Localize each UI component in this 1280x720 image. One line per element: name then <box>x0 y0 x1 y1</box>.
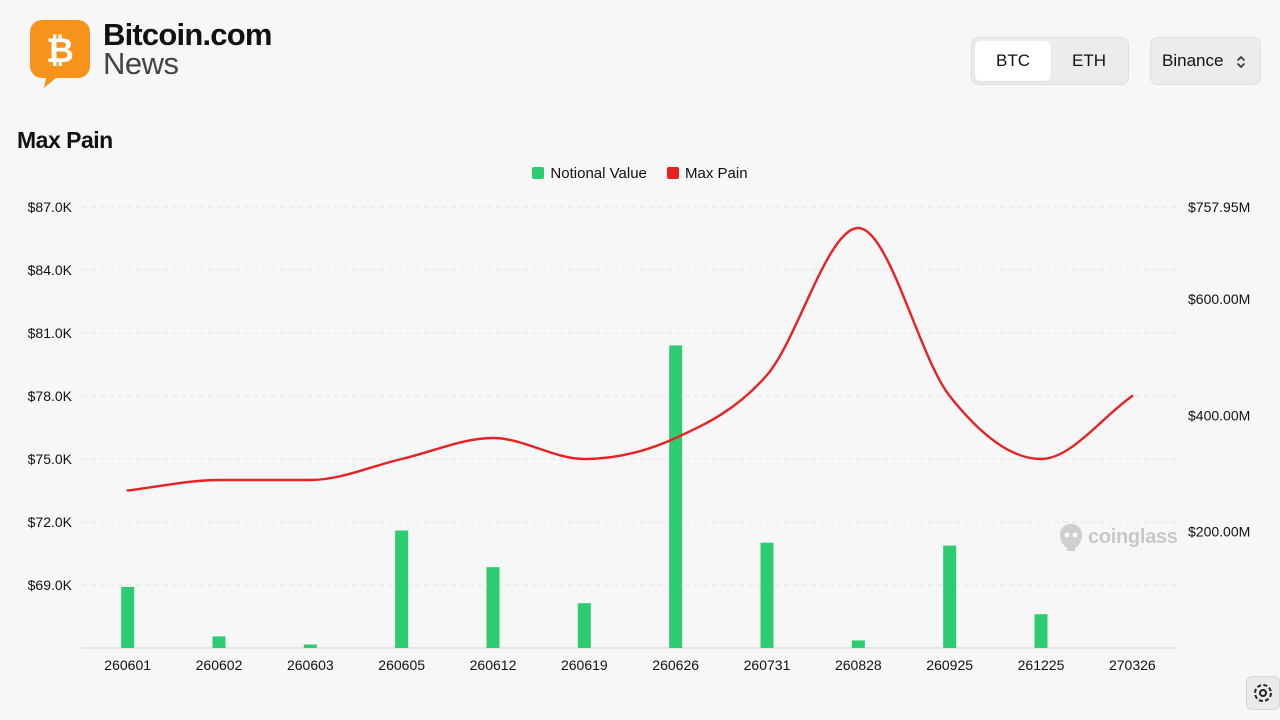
x-axis-tick-label: 260603 <box>287 657 334 673</box>
logo-symbol: ₿ <box>46 31 74 71</box>
notional-value-bar <box>395 530 409 648</box>
gear-icon <box>1254 684 1272 702</box>
x-axis-tick-label: 260612 <box>470 657 517 673</box>
x-axis-tick-label: 260602 <box>196 657 243 673</box>
chevron-up-down-icon <box>1237 56 1245 68</box>
right-axis-tick-label: $200.00M <box>1188 524 1250 540</box>
x-axis-tick-label: 260619 <box>561 657 608 673</box>
left-axis-tick-label: $81.0K <box>28 325 73 341</box>
asset-toggle: BTC ETH <box>971 37 1129 85</box>
settings-button[interactable] <box>1246 676 1280 710</box>
legend-swatch-notional-value <box>532 167 545 179</box>
right-axis-tick-label: $600.00M <box>1188 291 1250 307</box>
chart-legend: Notional Value Max Pain <box>0 165 1280 185</box>
legend-item-notional-value[interactable]: Notional Value <box>532 165 647 182</box>
legend-item-max-pain[interactable]: Max Pain <box>667 165 748 182</box>
coinglass-logo-icon <box>1060 524 1082 551</box>
logo-text-bitcoin-com: Bitcoin.com <box>103 17 272 52</box>
chart-grid <box>82 206 1178 649</box>
x-axis-tick-label: 260828 <box>835 657 882 673</box>
exchange-select[interactable]: Binance <box>1150 37 1261 85</box>
notional-value-bar <box>1034 614 1048 648</box>
notional-value-bar <box>577 603 591 648</box>
logo-text-news: News <box>103 46 179 81</box>
tab-btc[interactable]: BTC <box>975 41 1051 81</box>
left-axis-tick-label: $87.0K <box>28 199 73 215</box>
max-pain-line <box>126 226 1134 492</box>
left-axis: $87.0K $84.0K $81.0K $78.0K $75.0K $72.0K $69.… <box>28 199 73 593</box>
x-axis: 260601 260602 260603 260605 260612 260619 2606… <box>104 657 1156 673</box>
exchange-select-value: Binance <box>1162 51 1224 70</box>
notional-value-bar <box>943 545 957 648</box>
notional-value-bar <box>851 640 865 648</box>
tab-eth[interactable]: ETH <box>1072 51 1106 70</box>
x-axis-tick-label: 270326 <box>1109 657 1156 673</box>
notional-value-bar <box>760 542 774 648</box>
right-axis-tick-label: $757.95M <box>1188 199 1250 215</box>
notional-value-bar <box>303 644 317 648</box>
notional-value-bars <box>121 345 1048 648</box>
x-axis-tick-label: 260925 <box>926 657 973 673</box>
left-axis-tick-label: $84.0K <box>28 262 73 278</box>
legend-label-notional-value: Notional Value <box>550 165 647 182</box>
notional-value-bar <box>486 567 500 648</box>
bitcoin-com-news-logo[interactable]: ₿ Bitcoin.com News <box>30 17 300 90</box>
left-axis-tick-label: $72.0K <box>28 514 73 530</box>
x-axis-tick-label: 260731 <box>744 657 791 673</box>
legend-swatch-max-pain <box>667 167 680 179</box>
left-axis-tick-label: $75.0K <box>28 451 73 467</box>
x-axis-tick-label: 260626 <box>652 657 699 673</box>
legend-label-max-pain: Max Pain <box>685 165 748 182</box>
chart-title: Max Pain <box>17 127 113 153</box>
notional-value-bar <box>121 586 135 648</box>
notional-value-bar <box>212 636 226 648</box>
x-axis-tick-label: 261225 <box>1018 657 1065 673</box>
bitcoin-logo-icon: ₿ <box>30 20 90 88</box>
right-axis: $757.95M $600.00M $400.00M $200.00M <box>1188 199 1250 540</box>
x-axis-tick-label: 260601 <box>104 657 151 673</box>
x-axis-tick-label: 260605 <box>378 657 425 673</box>
notional-value-bar <box>669 345 683 648</box>
coinglass-watermark-text: coinglass <box>1088 526 1178 548</box>
left-axis-tick-label: $78.0K <box>28 388 73 404</box>
right-axis-tick-label: $400.00M <box>1188 407 1250 423</box>
left-axis-tick-label: $69.0K <box>28 577 73 593</box>
